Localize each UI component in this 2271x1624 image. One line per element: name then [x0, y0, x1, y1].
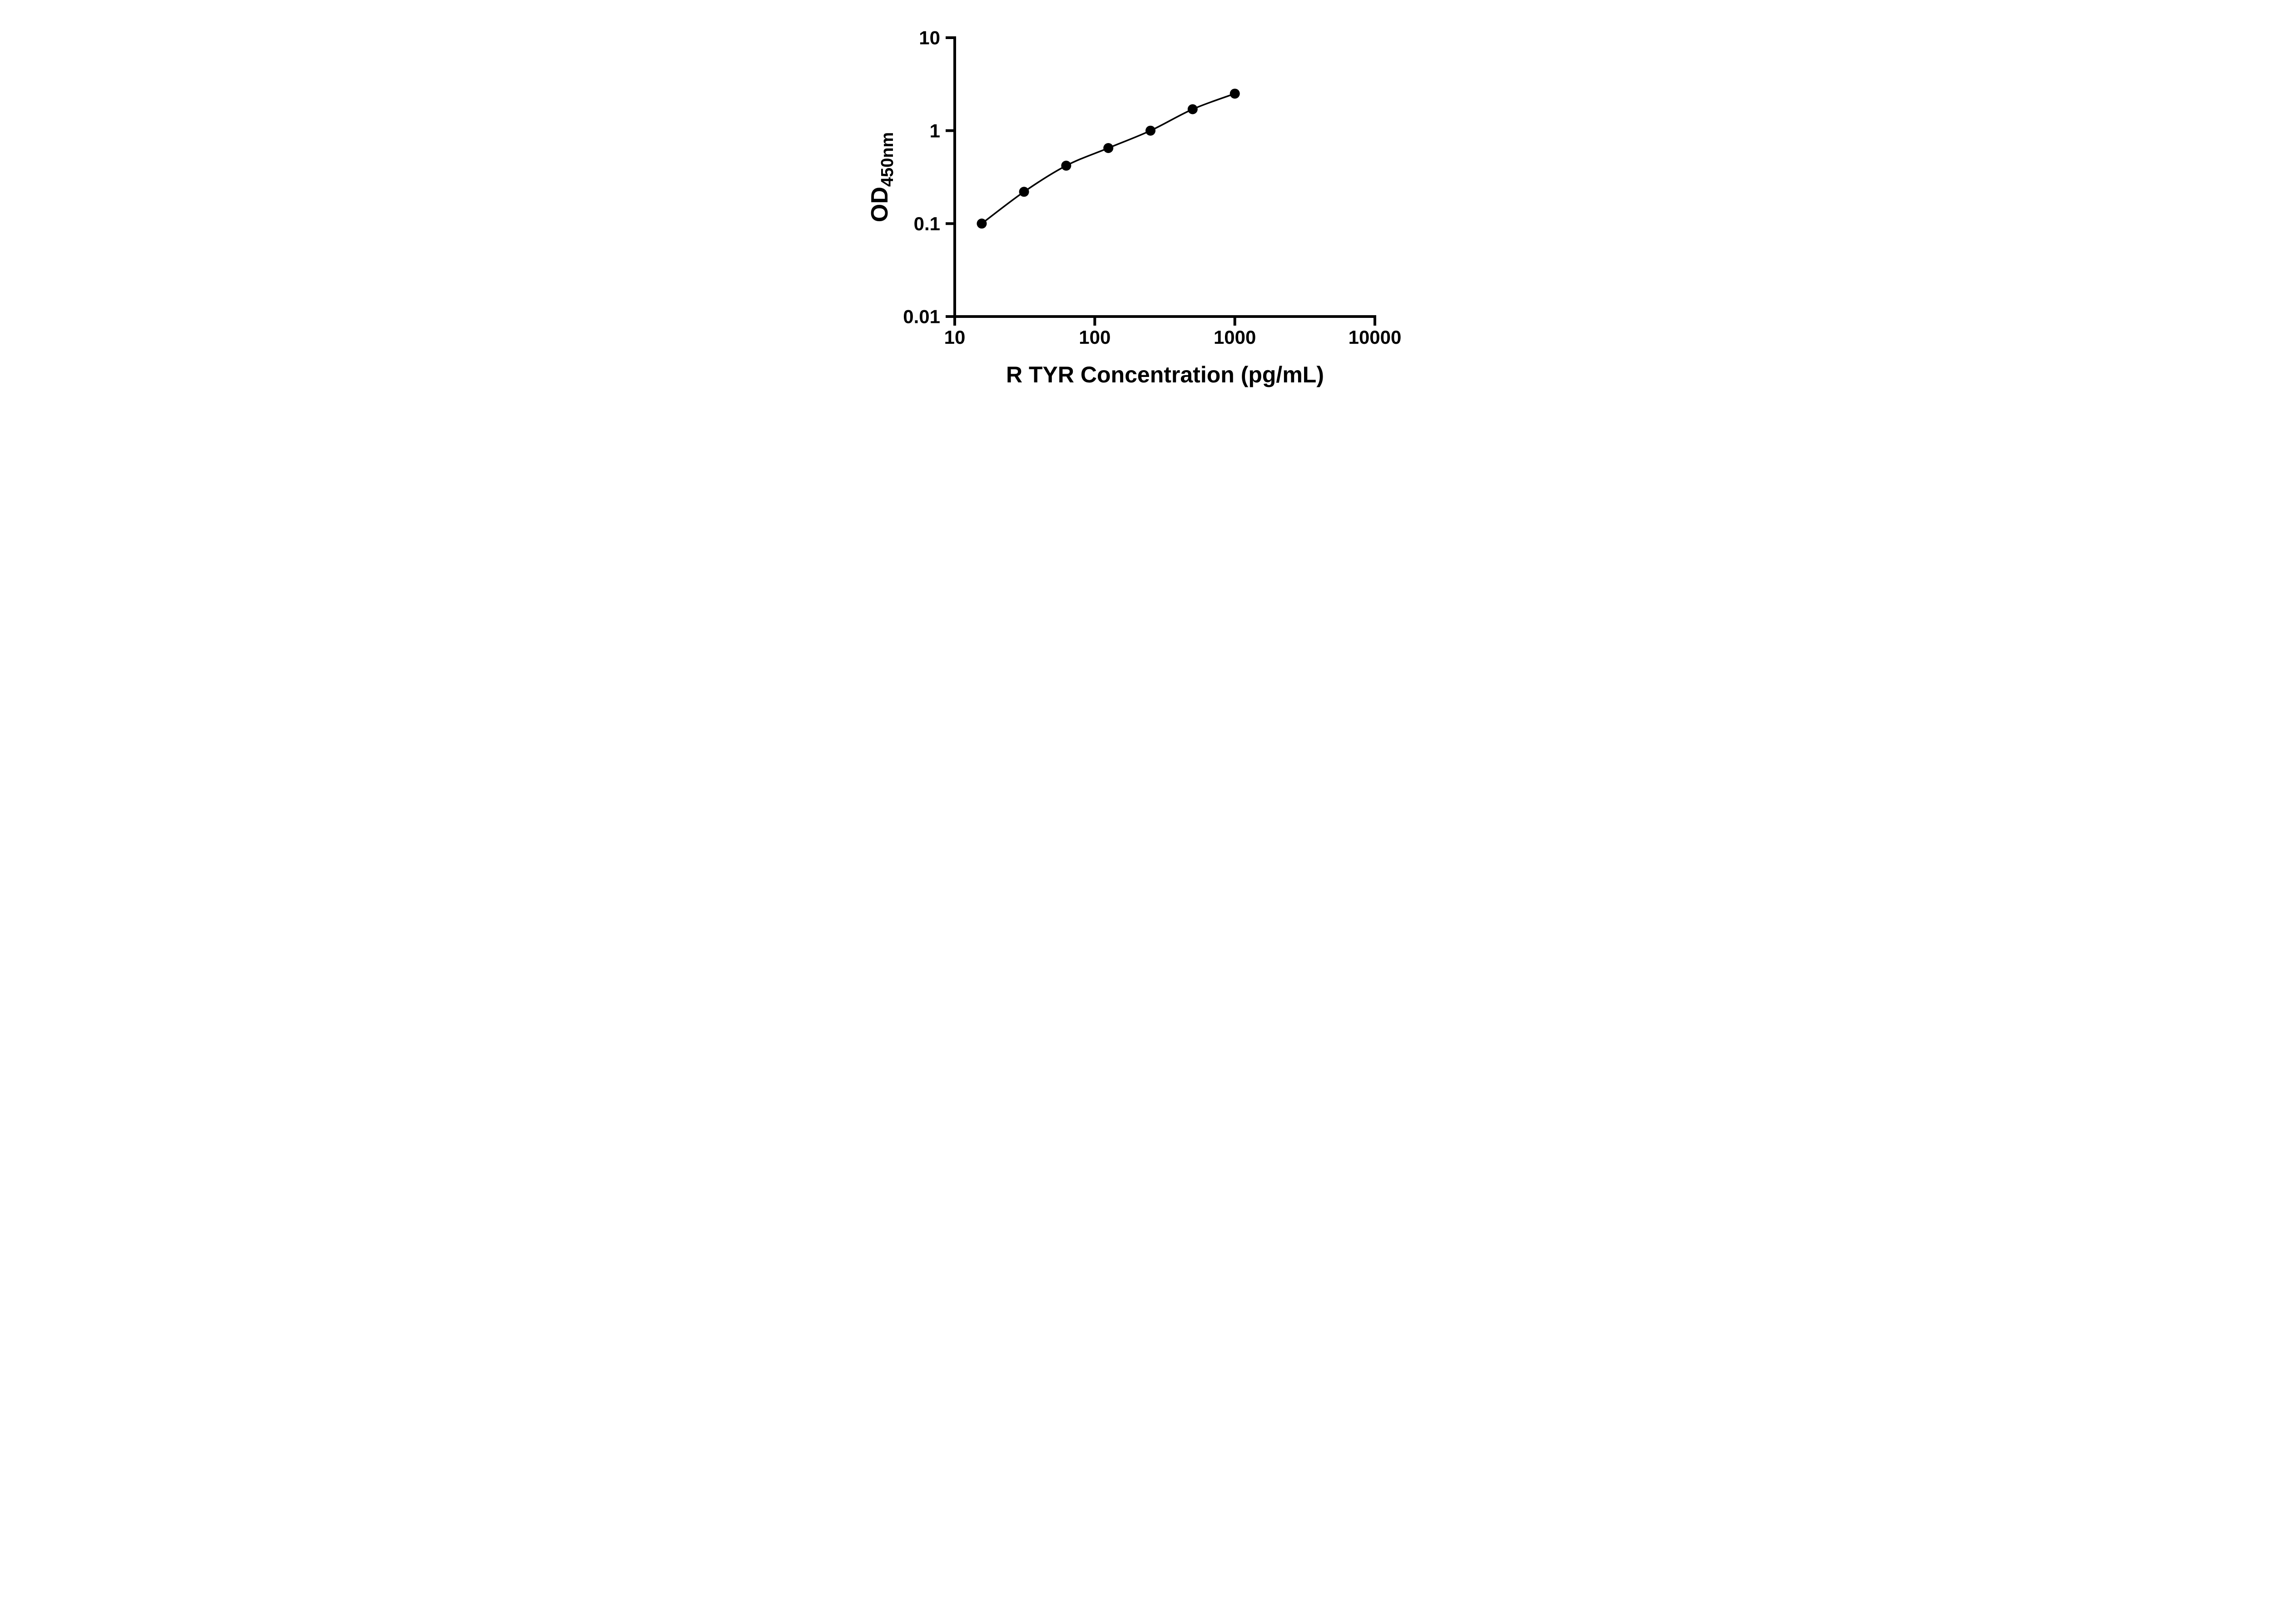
y-tick-label: 10: [919, 27, 940, 49]
axis-frame: [953, 36, 1376, 318]
fit-line: [981, 93, 1235, 225]
chart-canvas: 10 100 1000 10000 0.01 0.1 1 10 R TYR Concentra…: [867, 27, 1401, 387]
x-tick-label: 100: [1079, 327, 1111, 348]
x-axis-title: R TYR Concentration (pg/mL): [1006, 362, 1324, 387]
svg-text:OD450nm: OD450nm: [867, 132, 897, 222]
elisa-standard-curve-figure: 10 100 1000 10000 0.01 0.1 1 10 R TYR Concentra…: [843, 0, 1428, 406]
data-point: [1187, 104, 1198, 114]
y-axis-title: OD450nm: [867, 132, 897, 222]
x-tick-label: 1000: [1213, 327, 1255, 348]
data-point: [1230, 89, 1240, 99]
x-tick-label: 10000: [1348, 327, 1401, 348]
data-point: [1061, 160, 1071, 171]
data-point: [1145, 125, 1155, 136]
y-tick-label: 1: [929, 120, 940, 141]
axes-layer: 10 100 1000 10000 0.01 0.1 1 10: [903, 27, 1401, 348]
y-axis-title-main: OD: [867, 187, 893, 222]
data-point: [977, 218, 987, 229]
data-point: [1019, 187, 1029, 197]
y-tick-label: 0.1: [913, 213, 940, 234]
y-tick-label: 0.01: [903, 306, 940, 327]
data-point: [1103, 143, 1113, 153]
x-tick-label: 10: [944, 327, 965, 348]
y-axis-title-sub: 450nm: [878, 132, 897, 187]
plot-layer: [977, 89, 1240, 229]
